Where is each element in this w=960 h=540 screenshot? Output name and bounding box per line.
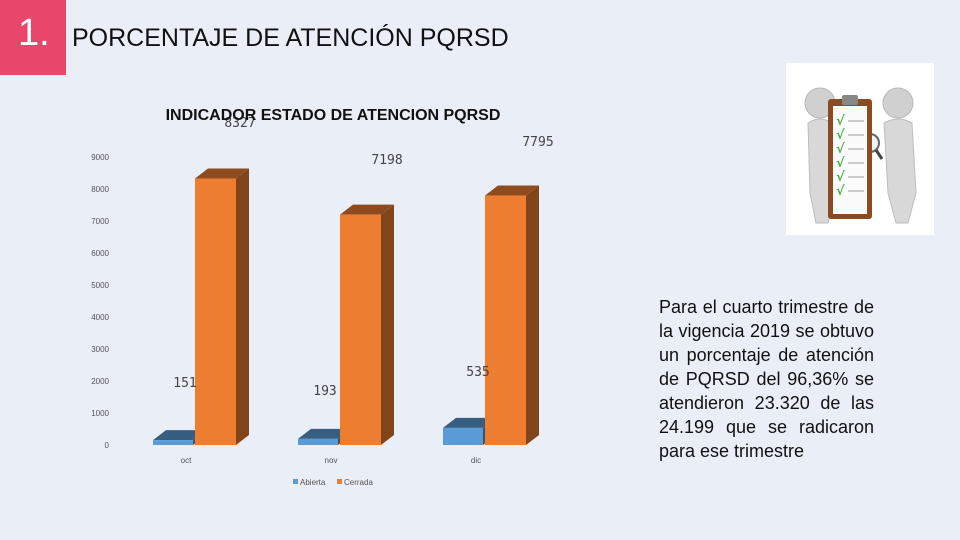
summary-paragraph: Para el cuarto trimestre de la vigencia … xyxy=(659,297,874,461)
section-number: 1. xyxy=(18,12,50,54)
check-mark-icon: √ xyxy=(836,184,845,199)
y-tick-label: 3000 xyxy=(91,345,109,354)
bar-cerrada-dic-top xyxy=(485,185,539,196)
y-tick-label: 8000 xyxy=(91,185,109,194)
bar-abierta-dic-front xyxy=(443,427,483,445)
bar-cerrada-dic-side xyxy=(526,185,539,445)
data-label-cerrada-oct: 8327 xyxy=(224,116,255,131)
bar-abierta-oct-front xyxy=(153,440,193,445)
bar-cerrada-nov-top xyxy=(340,204,394,215)
data-label-cerrada-dic: 7795 xyxy=(522,135,553,150)
data-label-abierta-dic: 535 xyxy=(466,365,489,380)
x-tick-label-nov: nov xyxy=(325,456,338,465)
clipboard-checklist-icon: √ √ √ √ √ √ xyxy=(786,63,934,235)
bar-abierta-oct-top xyxy=(153,430,206,441)
legend-label-abierta: Abierta xyxy=(300,478,326,487)
check-mark-icon: √ xyxy=(836,142,845,157)
bar-cerrada-oct xyxy=(195,168,249,445)
legend-label-cerrada: Cerrada xyxy=(344,478,373,487)
check-mark-icon: √ xyxy=(836,128,845,143)
y-tick-label: 2000 xyxy=(91,377,109,386)
bar-cerrada-oct-side xyxy=(236,168,249,445)
x-tick-label-oct: oct xyxy=(181,456,192,465)
data-label-cerrada-nov: 7198 xyxy=(371,153,402,168)
check-mark-icon: √ xyxy=(836,156,845,171)
chart-title: INDICADOR ESTADO DE ATENCION PQRSD xyxy=(166,107,501,124)
y-tick-label: 4000 xyxy=(91,313,109,322)
bar-cerrada-nov xyxy=(340,204,394,445)
page-title: PORCENTAJE DE ATENCIÓN PQRSD xyxy=(72,24,509,52)
legend-swatch-abierta xyxy=(293,479,298,484)
section-number-box: 1. xyxy=(0,0,66,75)
bar-cerrada-dic-front xyxy=(485,195,526,445)
y-tick-label: 1000 xyxy=(91,409,109,418)
bar-abierta-nov-top xyxy=(298,428,351,439)
bar-cerrada-oct-top xyxy=(195,168,249,179)
y-tick-label: 6000 xyxy=(91,249,109,258)
y-tick-label: 5000 xyxy=(91,281,109,290)
x-tick-label-dic: dic xyxy=(471,456,481,465)
bar-cerrada-nov-front xyxy=(340,214,381,445)
check-mark-icon: √ xyxy=(836,114,845,129)
data-label-abierta-nov: 193 xyxy=(313,384,336,399)
y-tick-label: 9000 xyxy=(91,153,109,162)
bar-cerrada-nov-side xyxy=(381,204,394,445)
bar-cerrada-oct-front xyxy=(195,178,236,445)
y-tick-label: 0 xyxy=(105,441,110,450)
bar-abierta-nov-front xyxy=(298,438,338,445)
y-tick-label: 7000 xyxy=(91,217,109,226)
data-label-abierta-oct: 151 xyxy=(173,376,196,391)
bar-abierta-dic-top xyxy=(443,417,496,428)
bar-cerrada-dic xyxy=(485,185,539,445)
check-mark-icon: √ xyxy=(836,170,845,185)
legend-swatch-cerrada xyxy=(337,479,342,484)
